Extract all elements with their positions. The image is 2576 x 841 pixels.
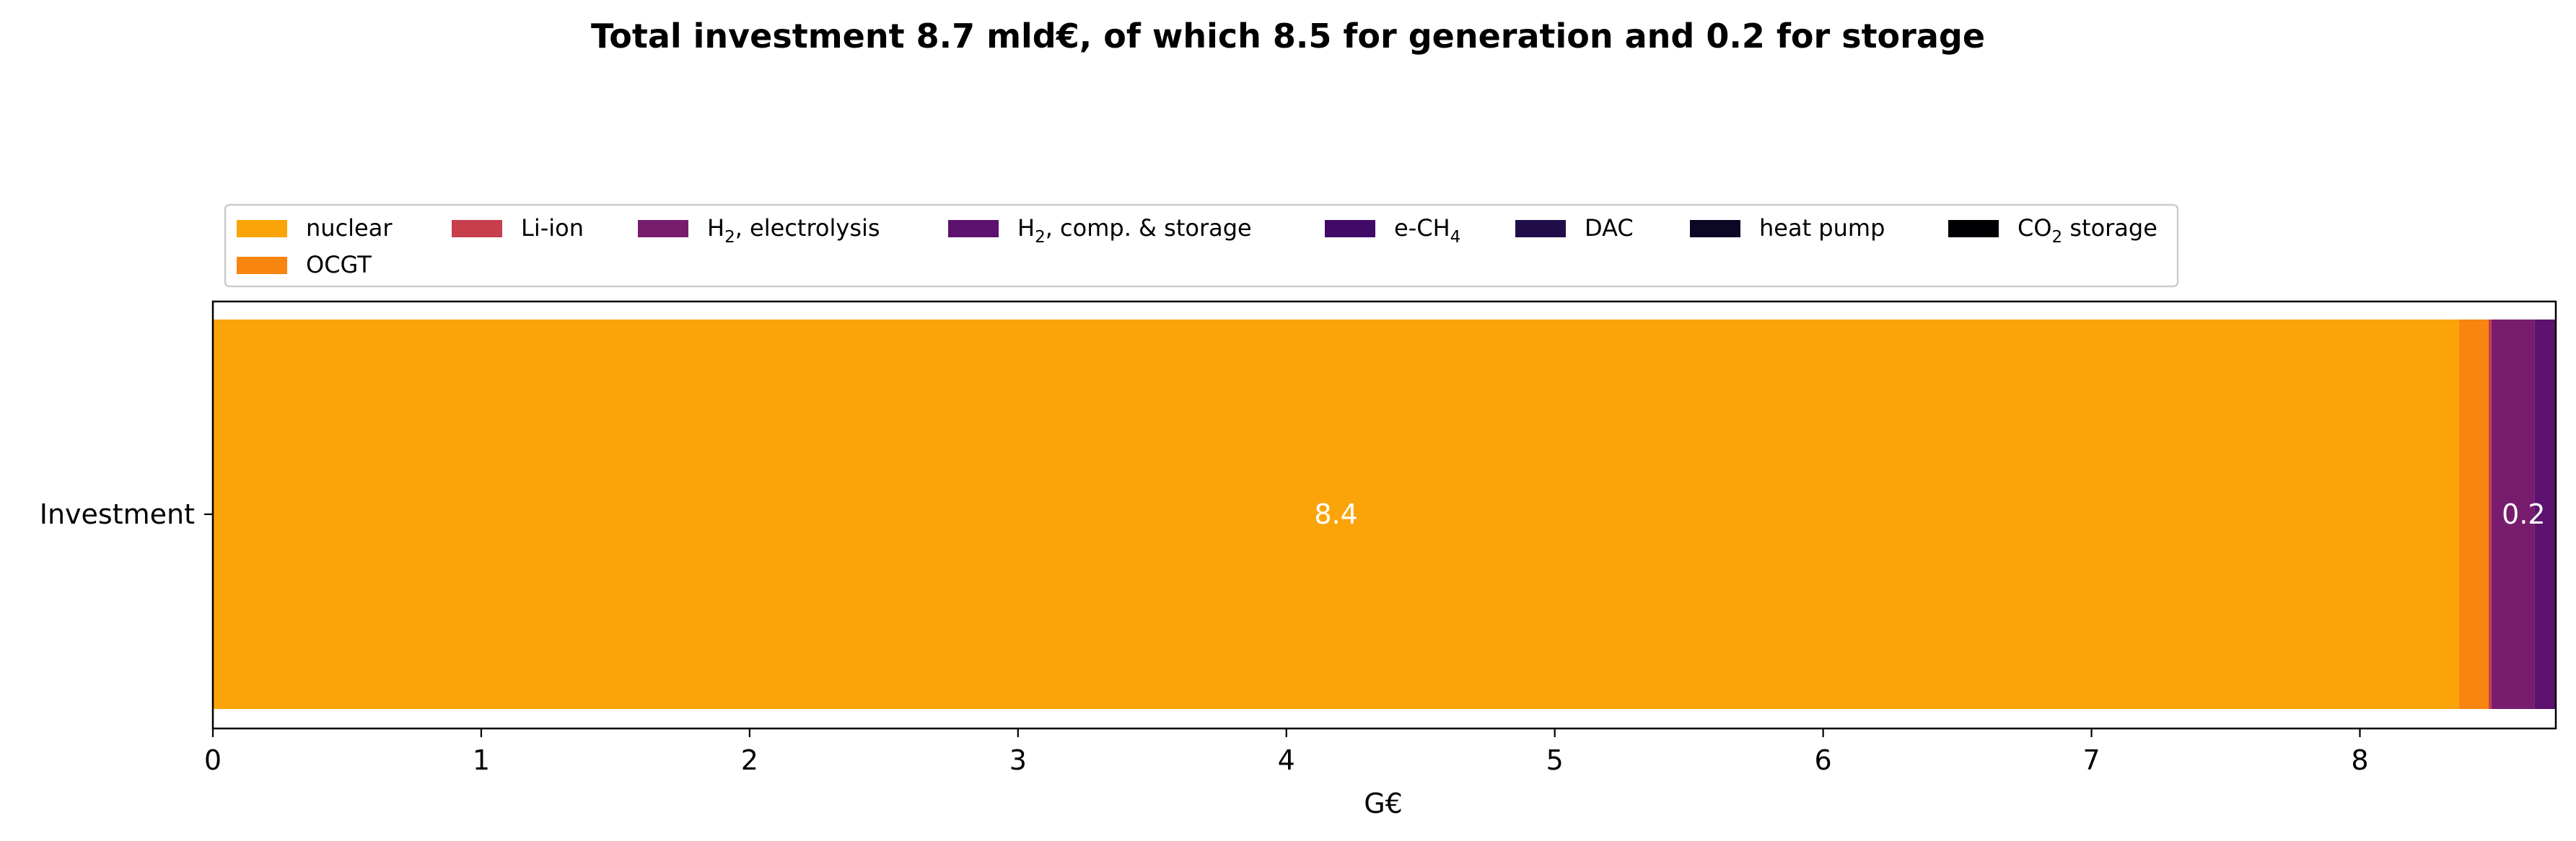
x-tick-label: 6: [1815, 744, 1832, 776]
x-axis-label: G€: [1364, 788, 1403, 819]
bar-segment-nuclear: [213, 320, 2460, 709]
x-tick-label: 4: [1278, 744, 1295, 776]
legend-label: CO2 storage: [2018, 214, 2157, 247]
legend-swatch: [948, 220, 999, 237]
legend-swatch: [1948, 220, 1999, 237]
y-tick-label: Investment: [40, 498, 195, 530]
legend-label: Li-ion: [521, 214, 584, 242]
legend-swatch: [237, 220, 287, 237]
bar-value-label: 0.2: [2502, 498, 2545, 530]
legend-swatch: [452, 220, 502, 237]
legend: nuclear OCGT Li-ion H2, electrolysis H2, com…: [224, 203, 2179, 288]
bar-segment-ocgt: [2459, 320, 2489, 709]
legend-frame: [224, 203, 2179, 288]
bar-segment-h2-electrolysis: [2491, 320, 2535, 709]
x-tick-label: 1: [473, 744, 490, 776]
x-tick-label: 7: [2082, 744, 2100, 776]
legend-label: nuclear: [306, 214, 393, 242]
bar-value-label: 8.4: [1314, 498, 1357, 530]
legend-label: H2, comp. & storage: [1017, 214, 1252, 247]
legend-label: H2, electrolysis: [707, 214, 880, 247]
chart-title: Total investment 8.7 mld€, of which 8.5 …: [591, 17, 1985, 56]
x-tick-label: 5: [1546, 744, 1564, 776]
legend-swatch: [1325, 220, 1375, 237]
legend-swatch: [1515, 220, 1566, 237]
y-axis: Investment: [40, 498, 213, 530]
x-tick-label: 2: [741, 744, 758, 776]
x-axis: 0 1 2 3 4 5 6 7 8: [204, 728, 2369, 776]
legend-label: DAC: [1585, 214, 1634, 242]
bar-segment-li-ion: [2489, 320, 2492, 709]
bar-segment-h2-comp-storage: [2534, 320, 2556, 709]
legend-swatch: [638, 220, 688, 237]
x-tick-label: 8: [2351, 744, 2368, 776]
plot-area: 8.4 0.2: [211, 300, 2557, 730]
x-tick-label: 3: [1009, 744, 1027, 776]
legend-swatch: [1690, 220, 1740, 237]
legend-swatch: [237, 257, 287, 274]
legend-label: e-CH4: [1394, 214, 1460, 247]
legend-label: heat pump: [1759, 214, 1885, 242]
legend-label: OCGT: [306, 251, 372, 278]
x-tick-label: 0: [204, 744, 222, 776]
